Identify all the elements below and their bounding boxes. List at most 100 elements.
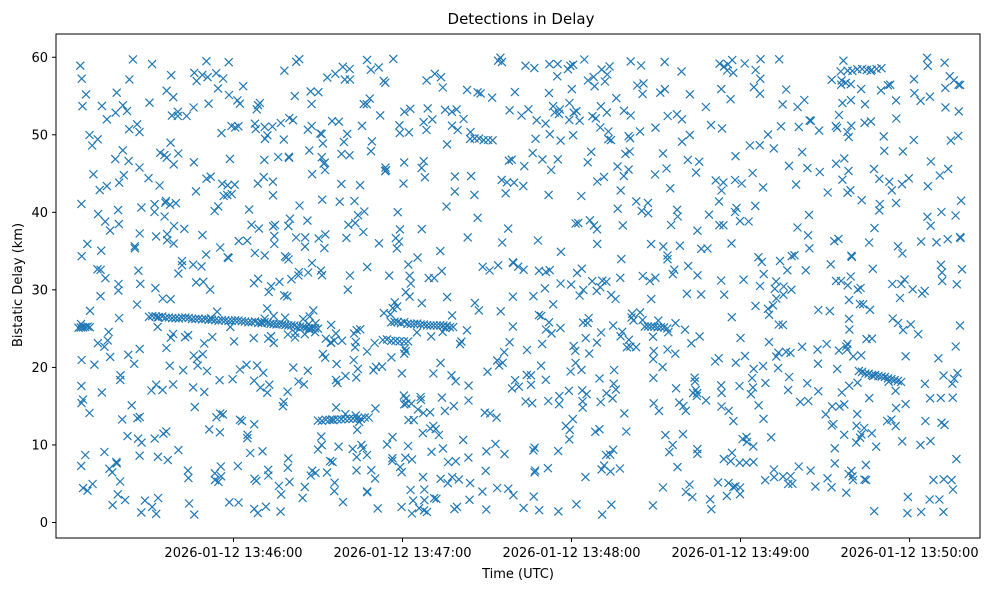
data-point xyxy=(891,114,901,123)
data-point xyxy=(508,292,518,302)
data-point xyxy=(601,450,611,460)
data-point xyxy=(937,276,947,286)
data-point xyxy=(173,269,183,279)
data-point xyxy=(616,185,626,195)
data-point xyxy=(566,280,576,290)
data-point xyxy=(741,458,751,468)
data-point xyxy=(766,432,776,442)
data-point xyxy=(735,381,744,391)
data-point xyxy=(846,79,856,89)
data-point xyxy=(99,342,109,352)
data-point xyxy=(345,64,355,74)
data-point xyxy=(113,286,123,296)
data-point xyxy=(118,145,128,155)
data-point xyxy=(727,448,737,458)
data-point xyxy=(553,59,563,69)
data-point xyxy=(802,163,812,173)
data-point xyxy=(122,106,132,116)
data-point xyxy=(379,308,389,318)
data-point xyxy=(135,127,144,137)
data-point xyxy=(536,361,546,371)
data-point xyxy=(329,486,339,496)
data-point xyxy=(211,68,221,78)
data-point xyxy=(366,65,376,75)
data-point xyxy=(245,448,255,458)
data-point xyxy=(737,179,747,188)
data-point xyxy=(374,62,384,72)
data-point xyxy=(355,180,365,190)
data-point xyxy=(320,165,330,175)
data-point xyxy=(687,492,697,502)
data-point xyxy=(183,473,193,483)
data-point xyxy=(779,282,789,291)
data-point xyxy=(774,320,784,329)
data-point xyxy=(794,122,804,132)
data-point xyxy=(862,334,871,344)
data-point xyxy=(463,232,473,242)
data-point xyxy=(781,85,791,94)
data-point xyxy=(268,177,278,187)
data-point xyxy=(215,427,225,437)
data-point xyxy=(283,221,293,231)
track-point xyxy=(161,313,170,323)
data-point xyxy=(660,84,670,94)
data-point xyxy=(129,359,139,369)
data-point xyxy=(428,369,438,378)
data-point xyxy=(362,99,372,109)
data-point xyxy=(860,99,870,109)
data-point xyxy=(856,84,866,94)
data-point xyxy=(541,119,551,129)
data-point xyxy=(338,497,348,507)
data-point xyxy=(234,236,244,246)
data-point xyxy=(749,364,759,374)
data-point xyxy=(78,483,88,493)
data-point xyxy=(936,393,946,403)
data-point xyxy=(249,278,259,288)
data-point xyxy=(947,379,957,389)
data-point xyxy=(252,361,262,370)
data-point xyxy=(331,375,341,385)
data-point xyxy=(168,329,178,339)
data-point xyxy=(545,129,555,139)
data-point xyxy=(527,398,537,408)
data-point xyxy=(943,164,953,174)
data-point xyxy=(595,373,604,383)
data-point xyxy=(224,253,234,263)
data-point xyxy=(463,453,473,463)
data-point xyxy=(941,102,950,112)
data-point xyxy=(111,457,121,467)
data-point xyxy=(857,195,867,205)
data-point xyxy=(431,494,441,504)
data-point xyxy=(462,325,472,335)
data-point xyxy=(258,446,267,456)
data-point xyxy=(744,217,754,226)
data-point xyxy=(579,55,589,64)
data-point xyxy=(466,171,476,181)
data-point xyxy=(724,406,734,416)
track-point xyxy=(194,314,204,324)
data-point xyxy=(204,99,214,109)
data-point xyxy=(956,196,966,206)
data-point xyxy=(618,220,628,230)
data-point xyxy=(264,287,274,297)
data-point xyxy=(233,121,243,131)
data-point xyxy=(730,175,740,185)
data-point xyxy=(771,293,781,303)
data-point xyxy=(638,89,648,99)
data-point xyxy=(690,373,700,383)
data-point xyxy=(553,506,563,516)
data-point xyxy=(473,87,483,97)
data-point xyxy=(429,493,439,503)
data-point xyxy=(643,198,653,208)
data-point xyxy=(844,314,854,324)
data-point xyxy=(419,485,429,494)
data-point xyxy=(909,135,919,145)
data-point xyxy=(868,264,878,274)
data-point xyxy=(631,342,641,352)
data-point xyxy=(250,474,259,484)
data-point xyxy=(891,386,901,396)
data-point xyxy=(171,198,181,208)
data-point xyxy=(613,161,622,171)
data-point xyxy=(501,188,511,198)
data-point xyxy=(366,465,376,475)
